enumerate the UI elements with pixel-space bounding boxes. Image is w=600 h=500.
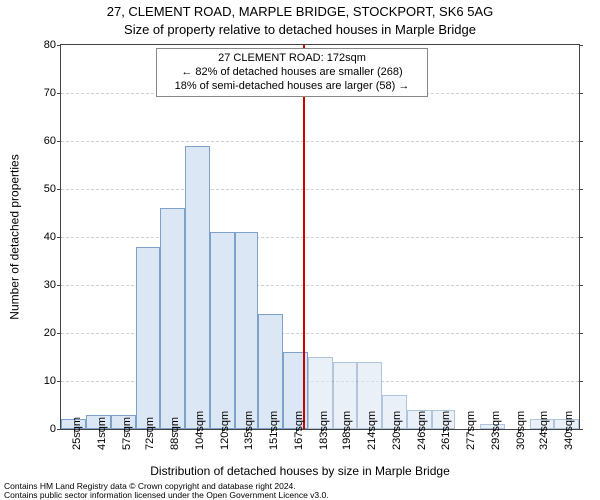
chart-footer: Contains HM Land Registry data © Crown c… <box>4 482 596 500</box>
histogram-bar <box>235 232 258 429</box>
histogram-bar <box>185 146 210 429</box>
x-tick-label: 293sqm <box>490 411 502 450</box>
property-size-histogram: 27, CLEMENT ROAD, MARPLE BRIDGE, STOCKPO… <box>0 0 600 500</box>
plot-area: 27 CLEMENT ROAD: 172sqm← 82% of detached… <box>60 44 580 430</box>
x-tick-label: 309sqm <box>515 411 527 450</box>
y-tick-label: 40 <box>26 231 56 243</box>
y-tick-label: 0 <box>26 423 56 435</box>
marker-line <box>303 45 305 429</box>
y-tick-label: 30 <box>26 279 56 291</box>
callout-line: 27 CLEMENT ROAD: 172sqm <box>163 52 421 66</box>
x-tick-label: 72sqm <box>144 417 156 450</box>
y-tick-label: 70 <box>26 87 56 99</box>
x-tick-label: 41sqm <box>96 417 108 450</box>
histogram-bar <box>136 247 159 429</box>
chart-title-line1: 27, CLEMENT ROAD, MARPLE BRIDGE, STOCKPO… <box>0 4 600 19</box>
x-tick-label: 57sqm <box>121 417 133 450</box>
x-tick-label: 246sqm <box>416 411 428 450</box>
x-tick-label: 340sqm <box>563 411 575 450</box>
x-tick-label: 151sqm <box>268 411 280 450</box>
x-tick-label: 277sqm <box>465 411 477 450</box>
y-tick-label: 50 <box>26 183 56 195</box>
footer-line2: Contains public sector information licen… <box>4 491 596 500</box>
y-tick-label: 20 <box>26 327 56 339</box>
x-tick-label: 88sqm <box>169 417 181 450</box>
chart-title-line2: Size of property relative to detached ho… <box>0 22 600 37</box>
y-tick-label: 10 <box>26 375 56 387</box>
histogram-bar <box>210 232 235 429</box>
x-tick-label: 214sqm <box>366 411 378 450</box>
y-tick-label: 60 <box>26 135 56 147</box>
x-axis-label: Distribution of detached houses by size … <box>0 464 600 478</box>
y-axis-label: Number of detached properties <box>8 44 22 430</box>
x-tick-label: 25sqm <box>71 417 83 450</box>
x-tick-label: 183sqm <box>318 411 330 450</box>
x-tick-label: 230sqm <box>391 411 403 450</box>
x-tick-label: 120sqm <box>219 411 231 450</box>
histogram-bar <box>160 208 185 429</box>
x-tick-label: 104sqm <box>194 411 206 450</box>
x-tick-label: 261sqm <box>440 411 452 450</box>
x-tick-label: 198sqm <box>341 411 353 450</box>
x-tick-label: 135sqm <box>243 411 255 450</box>
callout-line: 18% of semi-detached houses are larger (… <box>163 80 421 94</box>
callout-line: ← 82% of detached houses are smaller (26… <box>163 66 421 80</box>
x-tick-label: 324sqm <box>538 411 550 450</box>
x-tick-label: 167sqm <box>293 411 305 450</box>
y-tick-label: 80 <box>26 39 56 51</box>
callout-box: 27 CLEMENT ROAD: 172sqm← 82% of detached… <box>156 48 428 97</box>
